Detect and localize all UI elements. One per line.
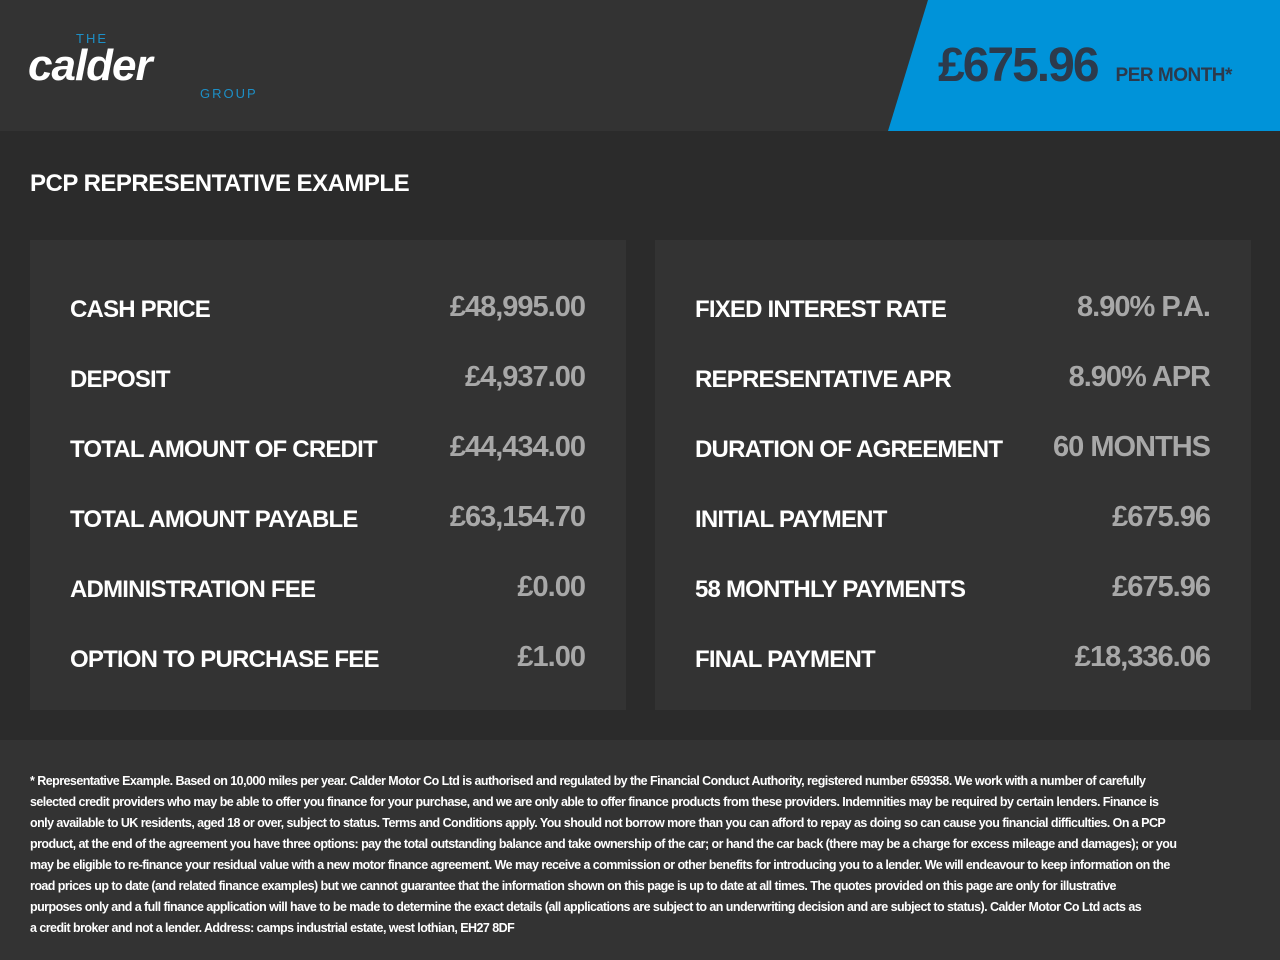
logo-calder: calder <box>28 41 153 90</box>
monthly-price-group: £675.96 PER MONTH* <box>938 38 1232 94</box>
disclaimer-line: may be eligible to re-finance your resid… <box>30 858 1170 872</box>
finance-label: DURATION OF AGREEMENT <box>695 436 1003 463</box>
disclaimer-line: only available to UK residents, aged 18 … <box>30 816 1166 830</box>
finance-row: TOTAL AMOUNT PAYABLE £63,154.70 <box>30 485 626 555</box>
disclaimer: * Representative Example. Based on 10,00… <box>0 740 1280 960</box>
finance-value: £4,937.00 <box>464 360 586 393</box>
disclaimer-line: * Representative Example. Based on 10,00… <box>30 774 1146 788</box>
disclaimer-line: a credit broker and not a lender. Addres… <box>30 921 515 935</box>
finance-row: CASH PRICE £48,995.00 <box>30 275 626 345</box>
disclaimer-line: road prices up to date (and related fina… <box>30 879 1116 893</box>
per-month-label: PER MONTH* <box>1115 65 1233 86</box>
right-finance-panel: FIXED INTEREST RATE 8.90% P.A. REPRESENTA… <box>655 240 1251 710</box>
finance-value: £48,995.00 <box>449 290 586 323</box>
finance-row: FIXED INTEREST RATE 8.90% P.A. <box>655 275 1251 345</box>
finance-row: REPRESENTATIVE APR 8.90% APR <box>655 345 1251 415</box>
finance-value: £675.96 <box>1112 500 1211 533</box>
finance-row: FINAL PAYMENT £18,336.06 <box>655 625 1251 695</box>
finance-value: 60 MONTHS <box>1053 430 1211 463</box>
finance-value: £1.00 <box>517 640 586 673</box>
finance-label: CASH PRICE <box>70 296 211 323</box>
finance-row: DEPOSIT £4,937.00 <box>30 345 626 415</box>
monthly-price-banner: £675.96 PER MONTH* <box>888 0 1280 131</box>
finance-label: ADMINISTRATION FEE <box>70 576 316 603</box>
monthly-price: £675.96 <box>938 39 1100 92</box>
finance-value: £63,154.70 <box>449 500 586 533</box>
left-finance-panel: CASH PRICE £48,995.00 DEPOSIT £4,937.00 TO… <box>30 240 626 710</box>
finance-label: TOTAL AMOUNT OF CREDIT <box>70 436 378 463</box>
finance-value: £18,336.06 <box>1074 640 1211 673</box>
finance-row: TOTAL AMOUNT OF CREDIT £44,434.00 <box>30 415 626 485</box>
disclaimer-line: product, at the end of the agreement you… <box>30 837 1177 851</box>
page-title: PCP REPRESENTATIVE EXAMPLE <box>30 170 410 197</box>
finance-label: FIXED INTEREST RATE <box>695 296 947 323</box>
header: THE calder GROUP £675.96 PER MONTH* <box>0 0 1280 131</box>
disclaimer-line: purposes only and a full finance applica… <box>30 900 1142 914</box>
finance-label: INITIAL PAYMENT <box>695 506 887 533</box>
finance-value: £0.00 <box>517 570 586 603</box>
finance-label: FINAL PAYMENT <box>695 646 876 673</box>
logo-the: THE <box>76 31 108 46</box>
finance-row: ADMINISTRATION FEE £0.00 <box>30 555 626 625</box>
finance-label: 58 MONTHLY PAYMENTS <box>695 576 966 603</box>
finance-value: 8.90% APR <box>1068 360 1211 393</box>
finance-label: REPRESENTATIVE APR <box>695 366 952 393</box>
logo-group: GROUP <box>200 86 258 101</box>
disclaimer-line: selected credit providers who may be abl… <box>30 795 1159 809</box>
finance-label: OPTION TO PURCHASE FEE <box>70 646 379 673</box>
finance-value: 8.90% P.A. <box>1077 290 1211 323</box>
finance-row: OPTION TO PURCHASE FEE £1.00 <box>30 625 626 695</box>
finance-value: £675.96 <box>1112 570 1211 603</box>
finance-row: DURATION OF AGREEMENT 60 MONTHS <box>655 415 1251 485</box>
calder-group-logo[interactable]: THE calder GROUP <box>28 32 288 102</box>
finance-label: DEPOSIT <box>70 366 171 393</box>
finance-value: £44,434.00 <box>449 430 586 463</box>
finance-row: 58 MONTHLY PAYMENTS £675.96 <box>655 555 1251 625</box>
finance-row: INITIAL PAYMENT £675.96 <box>655 485 1251 555</box>
finance-label: TOTAL AMOUNT PAYABLE <box>70 506 358 533</box>
